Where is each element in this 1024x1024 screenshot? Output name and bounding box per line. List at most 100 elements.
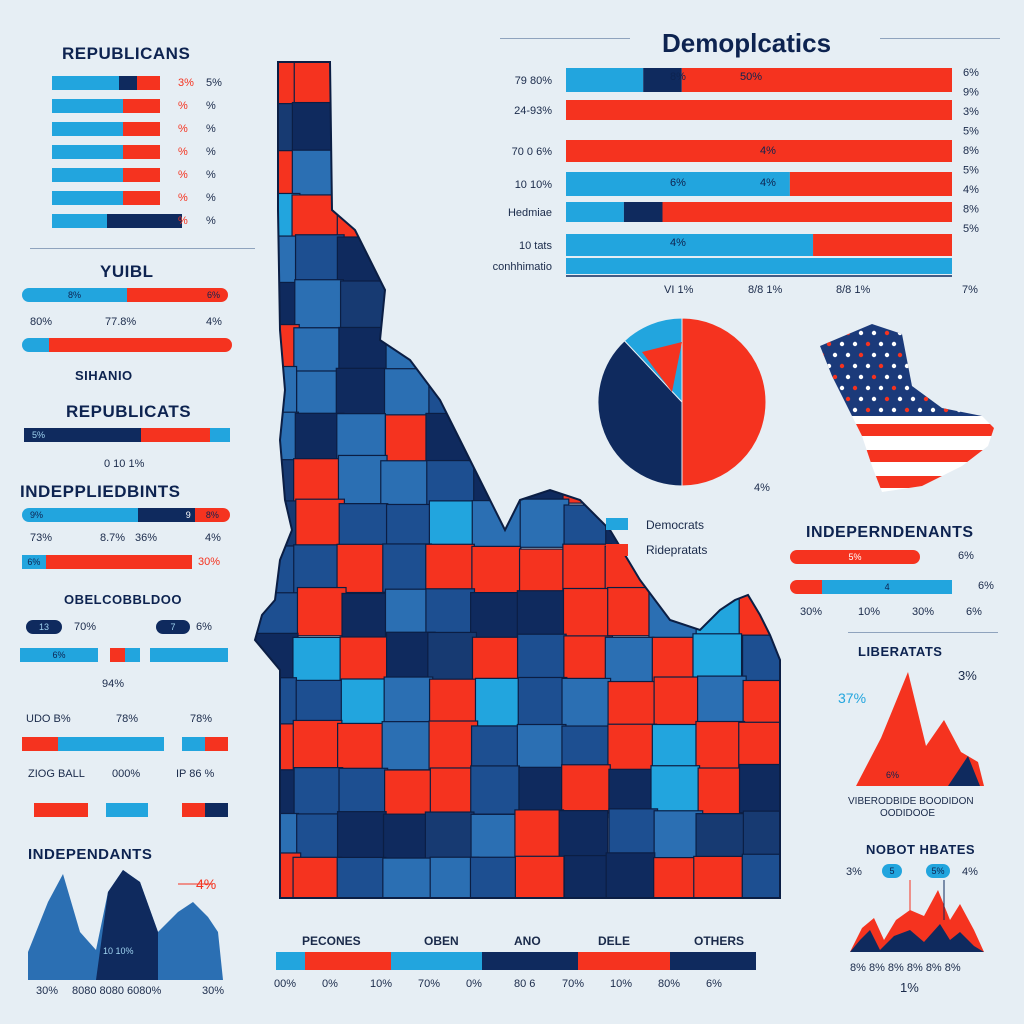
flag-star xyxy=(897,396,903,402)
county-cell xyxy=(471,500,522,550)
county-cell xyxy=(604,636,655,687)
flag-star xyxy=(845,352,851,358)
flag-star xyxy=(826,363,832,369)
county-cell xyxy=(336,413,386,463)
county-cell xyxy=(470,813,521,864)
county-cell xyxy=(338,767,389,818)
flag-star xyxy=(839,324,845,325)
republicans-row-value-1: % xyxy=(178,123,188,135)
county-cell xyxy=(382,191,433,241)
flag-state-icon xyxy=(814,324,994,492)
county-cell xyxy=(425,323,475,374)
county-cell xyxy=(335,145,386,196)
nobot-ticks: 8% 8% 8% 8% 8% 8% xyxy=(850,962,961,974)
flag-star xyxy=(949,396,955,402)
flag-star xyxy=(871,352,877,358)
republicans-row-value-2: 5% xyxy=(206,77,222,89)
bar-right-label: 4% xyxy=(963,184,979,196)
county-cell xyxy=(255,62,300,110)
county-cell xyxy=(561,764,611,814)
county-cell xyxy=(291,149,342,199)
county-cell xyxy=(338,326,389,377)
county-cell xyxy=(293,544,343,594)
republicans-row-value-2: % xyxy=(206,169,216,181)
county-cell xyxy=(558,810,609,860)
county-cell xyxy=(741,853,780,898)
republicats-title: REPUBLICATS xyxy=(66,402,192,421)
republicans-row-value-1: % xyxy=(178,215,188,227)
republicans-bar-row xyxy=(52,214,182,228)
yuibl-label-1: 80% xyxy=(30,316,53,328)
bar-segment xyxy=(662,202,952,222)
nobot-label-3: 5% xyxy=(926,864,950,878)
flag-star xyxy=(962,374,968,380)
flag-star xyxy=(845,396,851,402)
independents-bar-right: 8% xyxy=(194,508,230,522)
county-cell xyxy=(292,719,343,770)
flag-star xyxy=(904,324,910,325)
county-cell xyxy=(516,590,567,640)
bar-segment xyxy=(566,100,952,120)
flag-star xyxy=(969,407,975,413)
flag-star xyxy=(852,385,858,391)
bar-segment xyxy=(681,68,952,92)
republicans-row-value-1: % xyxy=(178,146,188,158)
right-ind-bar-1-value: 5% xyxy=(790,550,920,564)
county-cell xyxy=(381,721,432,771)
flag-star xyxy=(904,385,910,391)
oblecob-mini-bar-1: 6% xyxy=(20,648,98,662)
flag-star xyxy=(884,396,890,402)
county-cell xyxy=(428,678,479,728)
flag-star xyxy=(814,408,818,412)
republicans-bar-row xyxy=(52,99,160,113)
udo-bar-3 xyxy=(34,803,88,817)
pie-chart xyxy=(597,317,767,487)
oblecob-title: OBELCOBBLDOO xyxy=(64,592,182,607)
county-cell xyxy=(516,322,567,373)
county-cell xyxy=(648,588,699,639)
republicans-row-value-2: % xyxy=(206,192,216,204)
oblecob-pill-1-value: 70% xyxy=(74,621,97,633)
right-ind-bar-2-right: 6% xyxy=(978,580,994,592)
flag-star xyxy=(982,363,988,369)
right-ind-bar-1-right: 6% xyxy=(958,550,974,562)
flag-star xyxy=(943,363,949,369)
bar-segment xyxy=(566,68,644,92)
republicans-bar-segment xyxy=(52,76,119,90)
county-cell xyxy=(335,103,386,153)
flag-star xyxy=(975,352,981,358)
sihanio-title: SIHANIO xyxy=(75,368,133,383)
flag-star xyxy=(878,324,884,325)
flag-star xyxy=(832,374,838,380)
pie-label: 4% xyxy=(754,482,770,494)
bar-right-label: 9% xyxy=(963,87,979,99)
bar-inner-label: 50% xyxy=(740,71,762,83)
independants-tick-3: 30% xyxy=(202,985,225,997)
county-cell xyxy=(382,543,432,593)
oblecob-pill-2: 7 xyxy=(156,620,190,634)
republicans-bar-row xyxy=(52,145,160,159)
right-ind-tick-4: 6% xyxy=(966,606,982,618)
flag-star xyxy=(865,324,871,325)
independents-bar-left: 9% xyxy=(22,508,138,522)
flag-star xyxy=(839,407,845,413)
independents-title: INDEPPLIEDBINTS xyxy=(20,482,181,501)
flag-star xyxy=(871,374,877,380)
republicans-row-value-2: % xyxy=(206,146,216,158)
county-cell xyxy=(470,591,520,642)
county-cell xyxy=(607,680,658,731)
county-cell xyxy=(255,365,298,416)
independents-label-3: 36% xyxy=(135,532,158,544)
bar-inner-label: 4% xyxy=(670,237,686,249)
county-cell xyxy=(336,543,387,594)
pie-accent xyxy=(642,342,682,392)
flag-star xyxy=(858,330,864,336)
county-cell xyxy=(292,856,343,898)
independents-red-bar-right: 30% xyxy=(198,556,221,568)
nobot-label-1: 3% xyxy=(846,866,862,878)
republicans-bar-segment xyxy=(52,99,124,113)
flag-star xyxy=(917,341,923,347)
y-category-label: 10 10% xyxy=(515,179,553,191)
flag-star xyxy=(814,386,818,390)
legend-swatch-ridepratats xyxy=(606,544,628,556)
